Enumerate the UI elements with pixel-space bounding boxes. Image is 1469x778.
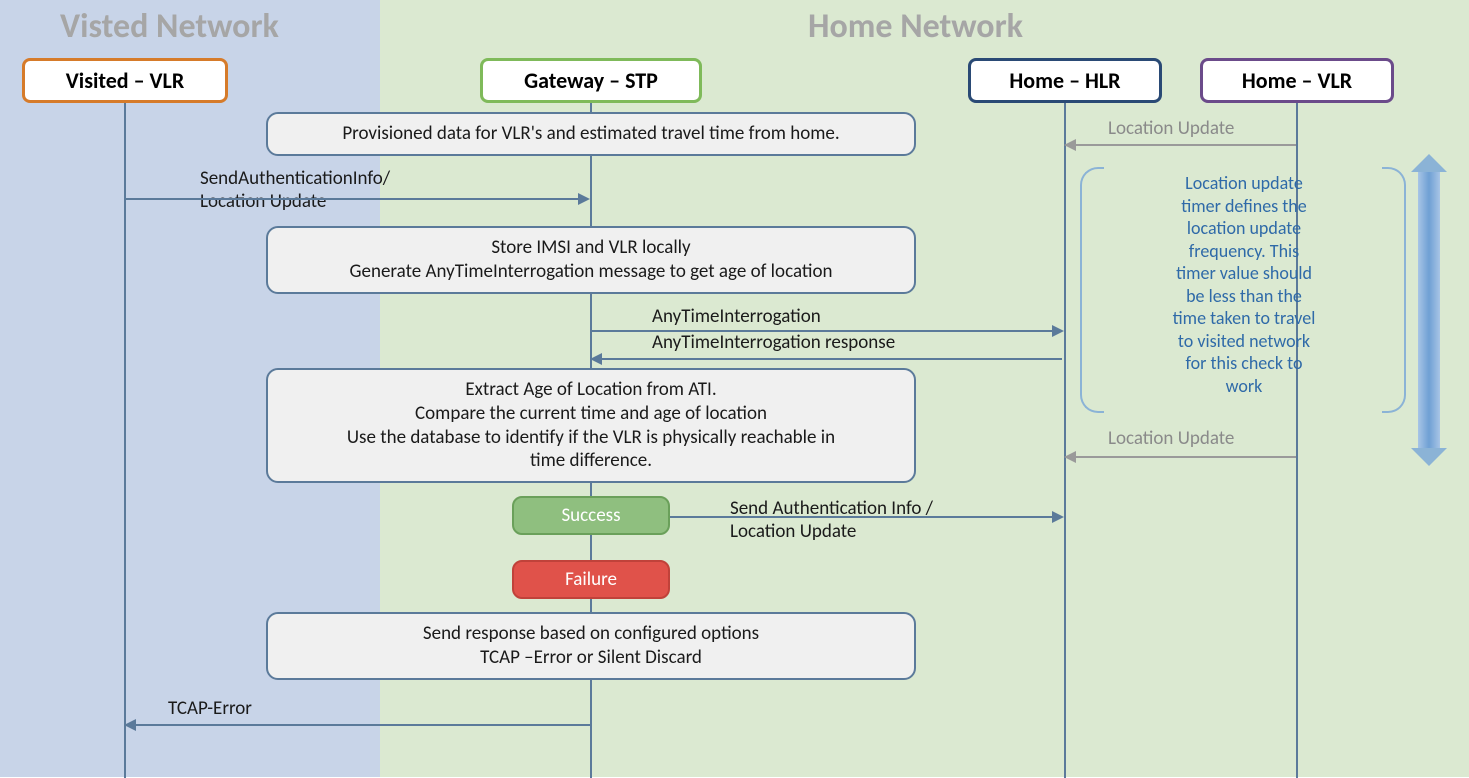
msg-send-auth2-l2: Location Update (730, 520, 856, 543)
msg-send-auth-l1: SendAuthenticationInfo/ (200, 167, 390, 190)
arrow-send-auth2 (670, 516, 1062, 518)
msg-send-auth-l2: Location Update (200, 190, 326, 213)
side-note-l2: timer defines the (1181, 195, 1306, 217)
lifeline-home-hlr (1064, 98, 1066, 778)
zone-visited-label: Visted Network (60, 6, 279, 47)
zone-home-label: Home Network (808, 6, 1023, 47)
side-note-l1: Location update (1185, 172, 1303, 194)
arrow-send-auth (126, 198, 588, 200)
side-note-l3: location update (1187, 217, 1301, 239)
note-provisioned-text: Provisioned data for VLR's and estimated… (342, 122, 839, 145)
arrow-loc-update-1 (1066, 144, 1296, 146)
note-store-imsi: Store IMSI and VLR locally Generate AnyT… (266, 226, 916, 294)
side-note-l5: timer value should (1176, 262, 1312, 284)
actor-home-vlr: Home – VLR (1200, 58, 1394, 103)
actor-home-hlr: Home – HLR (968, 58, 1162, 103)
note-extract-l3: Use the database to identify if the VLR … (347, 426, 835, 449)
arrow-tcap-error (126, 724, 590, 726)
badge-success: Success (512, 496, 670, 535)
msg-loc-update-1-label: Location Update (1108, 118, 1234, 141)
note-provisioned: Provisioned data for VLR's and estimated… (266, 112, 916, 156)
note-extract-l4: time difference. (530, 449, 652, 472)
msg-loc-update-2-label: Location Update (1108, 428, 1234, 451)
note-extract: Extract Age of Location from ATI. Compar… (266, 368, 916, 483)
side-note-l4: frequency. This (1189, 240, 1299, 262)
note-extract-l2: Compare the current time and age of loca… (415, 402, 767, 425)
note-store-imsi-l2: Generate AnyTimeInterrogation message to… (350, 260, 833, 283)
note-response: Send response based on configured option… (266, 612, 916, 680)
note-store-imsi-l1: Store IMSI and VLR locally (491, 236, 690, 259)
arrow-ati-resp (592, 358, 1062, 360)
side-note-l9: for this check to (1186, 352, 1303, 374)
msg-ati-label: AnyTimeInterrogation (652, 306, 821, 329)
lifeline-visited-vlr (124, 98, 126, 778)
msg-send-auth2-label: Send Authentication Info / Location Upda… (730, 498, 933, 544)
side-note: Location update timer defines the locati… (1100, 172, 1388, 397)
msg-send-auth-label: SendAuthenticationInfo/ Location Update (200, 168, 390, 214)
note-response-l1: Send response based on configured option… (423, 622, 759, 645)
msg-ati-resp-label: AnyTimeInterrogation response (652, 332, 895, 355)
msg-tcap-error-label: TCAP-Error (168, 698, 252, 721)
side-note-l7: time taken to travel (1173, 307, 1316, 329)
side-note-l8: to visited network (1178, 330, 1310, 352)
arrow-loc-update-2 (1066, 456, 1296, 458)
timer-range-bar (1418, 170, 1440, 450)
side-note-l10: work (1226, 375, 1263, 397)
badge-failure: Failure (512, 560, 670, 599)
actor-visited-vlr: Visited – VLR (22, 58, 228, 103)
actor-gateway-stp: Gateway – STP (480, 58, 702, 103)
note-response-l2: TCAP –Error or Silent Discard (480, 646, 702, 669)
side-note-l6: be less than the (1186, 285, 1302, 307)
note-extract-l1: Extract Age of Location from ATI. (465, 378, 716, 401)
